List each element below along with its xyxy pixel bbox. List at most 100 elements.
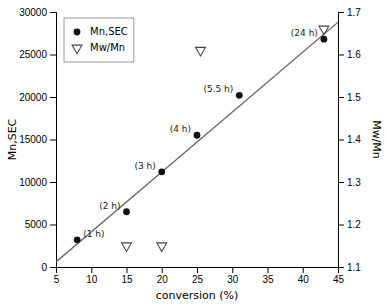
tick: 30 <box>227 267 239 285</box>
plot: 5 10 15 20 25 30 35 40 45 0 5000 10000 15000 20000 250… <box>19 7 361 285</box>
background <box>0 0 386 305</box>
tick-mark <box>338 267 344 268</box>
tick-label: 5 <box>54 274 60 285</box>
tick-label: 10 <box>86 274 98 285</box>
tick-mark <box>197 267 198 273</box>
y-axis: 0 5000 10000 15000 20000 25000 30000 <box>19 7 56 273</box>
point <box>319 26 329 35</box>
x-axis-title: conversion (%) <box>156 289 239 302</box>
point-label: (5.5 h) <box>203 84 233 94</box>
tick-mark <box>338 225 344 226</box>
point <box>74 236 81 243</box>
axis-line <box>50 13 57 268</box>
tick-mark <box>338 140 344 141</box>
tick-mark <box>162 267 163 273</box>
x-axis: 5 10 15 20 25 30 35 40 45 <box>54 267 345 285</box>
point <box>157 243 167 252</box>
point <box>236 92 243 99</box>
point <box>196 47 206 56</box>
y-axis-title: Mn,SEC <box>6 118 19 160</box>
y2-axis: 1.1 1.2 1.3 1.4 1.5 1.6 1.7 <box>338 7 361 273</box>
tick-mark <box>338 12 344 13</box>
point-label: (3 h) <box>134 161 155 171</box>
tick-mark <box>50 97 56 98</box>
tick: 15 <box>121 267 133 285</box>
tick: 1.1 <box>338 262 361 273</box>
tick-mark <box>232 267 233 273</box>
tick-label: 20 <box>157 274 169 285</box>
tick-mark <box>50 55 56 56</box>
tick-label: 1.2 <box>347 219 361 230</box>
legend-label: Mn,SEC <box>90 26 128 37</box>
tick-label: 40 <box>298 274 310 285</box>
axis-line <box>339 13 345 268</box>
tick-mark <box>91 267 92 273</box>
point-label: (2 h) <box>99 201 120 211</box>
point <box>122 243 132 252</box>
tick: 25000 <box>19 49 56 60</box>
axis-line <box>57 268 339 274</box>
legend-symbol <box>74 29 81 36</box>
legend-symbol <box>72 45 82 54</box>
point <box>158 168 165 175</box>
tick: 40 <box>298 267 310 285</box>
tick: 10 <box>86 267 98 285</box>
tick-mark <box>50 12 56 13</box>
tick: 35 <box>262 267 274 285</box>
tick: 10000 <box>19 177 56 188</box>
tick: 1.7 <box>338 7 361 18</box>
tick: 25 <box>192 267 204 285</box>
tick: 5000 <box>25 219 56 230</box>
point-label: (24 h) <box>291 28 318 38</box>
tick-mark <box>50 140 56 141</box>
legend: Mn,SEC Mw/Mn <box>64 18 134 62</box>
tick: 1.3 <box>338 177 361 188</box>
tick: 20 <box>157 267 169 285</box>
legend-label: Mw/Mn <box>90 42 125 53</box>
tick: 1.2 <box>338 219 361 230</box>
tick-mark <box>50 267 56 268</box>
tick-mark <box>127 267 128 273</box>
tick-mark <box>50 225 56 226</box>
tick-label: 35 <box>262 274 274 285</box>
tick-label: 15000 <box>19 134 47 145</box>
tick-label: 30000 <box>19 7 47 18</box>
tick: 20000 <box>19 92 56 103</box>
point <box>123 208 130 215</box>
tick: 45 <box>333 267 345 285</box>
tick: 15000 <box>19 134 56 145</box>
tick-mark <box>268 267 269 273</box>
chart: 5 10 15 20 25 30 35 40 45 0 5000 10000 15000 20000 250… <box>0 0 386 305</box>
tick-label: 25000 <box>19 49 47 60</box>
tick-mark <box>338 97 344 98</box>
point <box>194 132 201 139</box>
tick-label: 30 <box>227 274 239 285</box>
tick-label: 20000 <box>19 92 47 103</box>
y2-axis-title: Mw/Mn <box>370 120 383 159</box>
tick-label: 1.4 <box>347 134 361 145</box>
tick-label: 15 <box>121 274 133 285</box>
legend-box <box>64 18 134 62</box>
tick: 1.6 <box>338 49 361 60</box>
tick-mark <box>338 55 344 56</box>
tick-mark <box>50 182 56 183</box>
tick: 5 <box>54 267 60 285</box>
point-label: (1 h) <box>83 229 104 239</box>
tick: 30000 <box>19 7 56 18</box>
tick-label: 0 <box>41 262 47 273</box>
tick-mark <box>338 182 344 183</box>
tick-label: 5000 <box>25 219 48 230</box>
tick-label: 45 <box>333 274 345 285</box>
tick-label: 1.5 <box>347 92 361 103</box>
tick-label: 1.7 <box>347 7 361 18</box>
tick: 0 <box>41 262 56 273</box>
tick: 1.5 <box>338 92 361 103</box>
tick-label: 1.3 <box>347 177 361 188</box>
tick-mark <box>303 267 304 273</box>
tick-label: 1.6 <box>347 49 361 60</box>
tick-label: 1.1 <box>347 262 361 273</box>
tick: 1.4 <box>338 134 361 145</box>
point <box>321 36 328 43</box>
tick-label: 25 <box>192 274 204 285</box>
tick-label: 10000 <box>19 177 47 188</box>
